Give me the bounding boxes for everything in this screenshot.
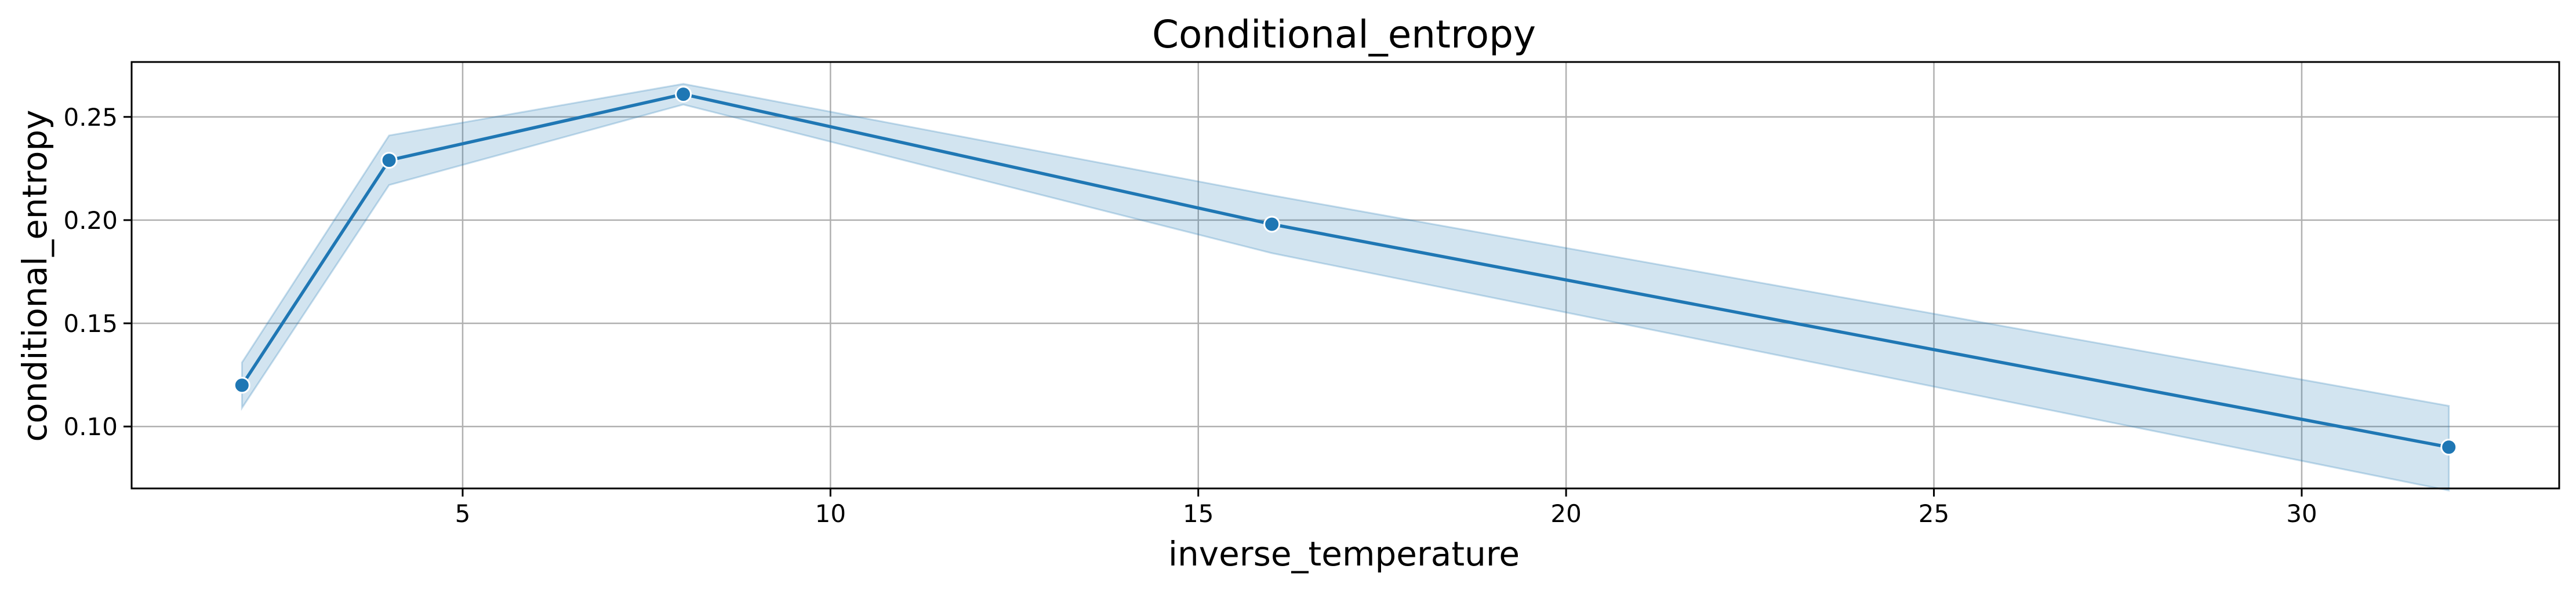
x-tick-label: 25	[1919, 499, 1949, 528]
y-tick-label: 0.25	[63, 103, 118, 132]
x-tick-label: 15	[1183, 499, 1213, 528]
data-point	[380, 152, 398, 169]
data-point	[2440, 439, 2458, 456]
grid-lines	[132, 62, 2559, 488]
ticks-layer: 5 10 15 20 25 30 0.10 0.15 0.20 0.25	[63, 103, 2317, 528]
data-point	[1263, 216, 1281, 233]
data-point	[233, 377, 250, 394]
data-point-layer	[233, 86, 2458, 456]
confidence-band	[241, 83, 2450, 492]
x-tick-label: 5	[455, 499, 471, 528]
y-tick-label: 0.20	[63, 206, 118, 235]
chart-title: Conditional_entropy	[1152, 12, 1536, 57]
data-point	[675, 86, 692, 103]
y-axis-label: conditional_entropy	[15, 110, 55, 442]
y-tick-label: 0.10	[63, 413, 118, 441]
y-tick-label: 0.15	[63, 309, 118, 338]
x-tick-label: 10	[815, 499, 846, 528]
plot-frame	[130, 61, 2560, 490]
x-tick-label: 20	[1550, 499, 1581, 528]
x-tick-label: 30	[2286, 499, 2317, 528]
confidence-band-layer	[241, 83, 2450, 492]
x-axis-label: inverse_temperature	[1168, 534, 1520, 574]
